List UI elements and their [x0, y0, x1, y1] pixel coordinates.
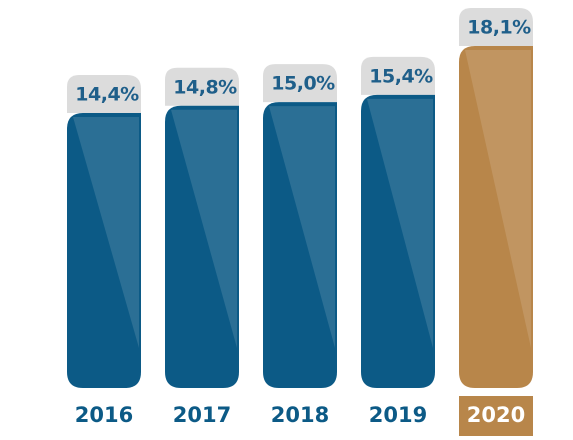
gloss	[171, 109, 237, 348]
value-label: 18,1%	[467, 17, 531, 39]
bar	[67, 113, 141, 388]
year-highlight	[459, 396, 533, 436]
gloss	[367, 98, 433, 348]
label-tab	[263, 64, 337, 103]
bar	[459, 46, 533, 388]
x-tick-label: 2020	[467, 403, 525, 427]
label-tab	[459, 8, 533, 46]
x-tick-label: 2017	[173, 403, 231, 427]
label-tab	[361, 56, 435, 95]
gloss	[465, 50, 531, 348]
value-label: 15,0%	[271, 73, 335, 95]
value-label: 14,8%	[173, 76, 237, 98]
x-tick-label: 2019	[369, 403, 427, 427]
bar	[263, 102, 337, 388]
gloss	[73, 117, 139, 348]
bar	[361, 94, 435, 388]
label-tab	[67, 75, 141, 113]
x-tick-label: 2016	[75, 403, 133, 427]
value-label: 15,4%	[369, 65, 433, 87]
label-tab	[165, 67, 239, 106]
gloss	[269, 106, 335, 348]
bar	[165, 105, 239, 388]
x-tick-label: 2018	[271, 403, 329, 427]
value-label: 14,4%	[75, 84, 139, 106]
